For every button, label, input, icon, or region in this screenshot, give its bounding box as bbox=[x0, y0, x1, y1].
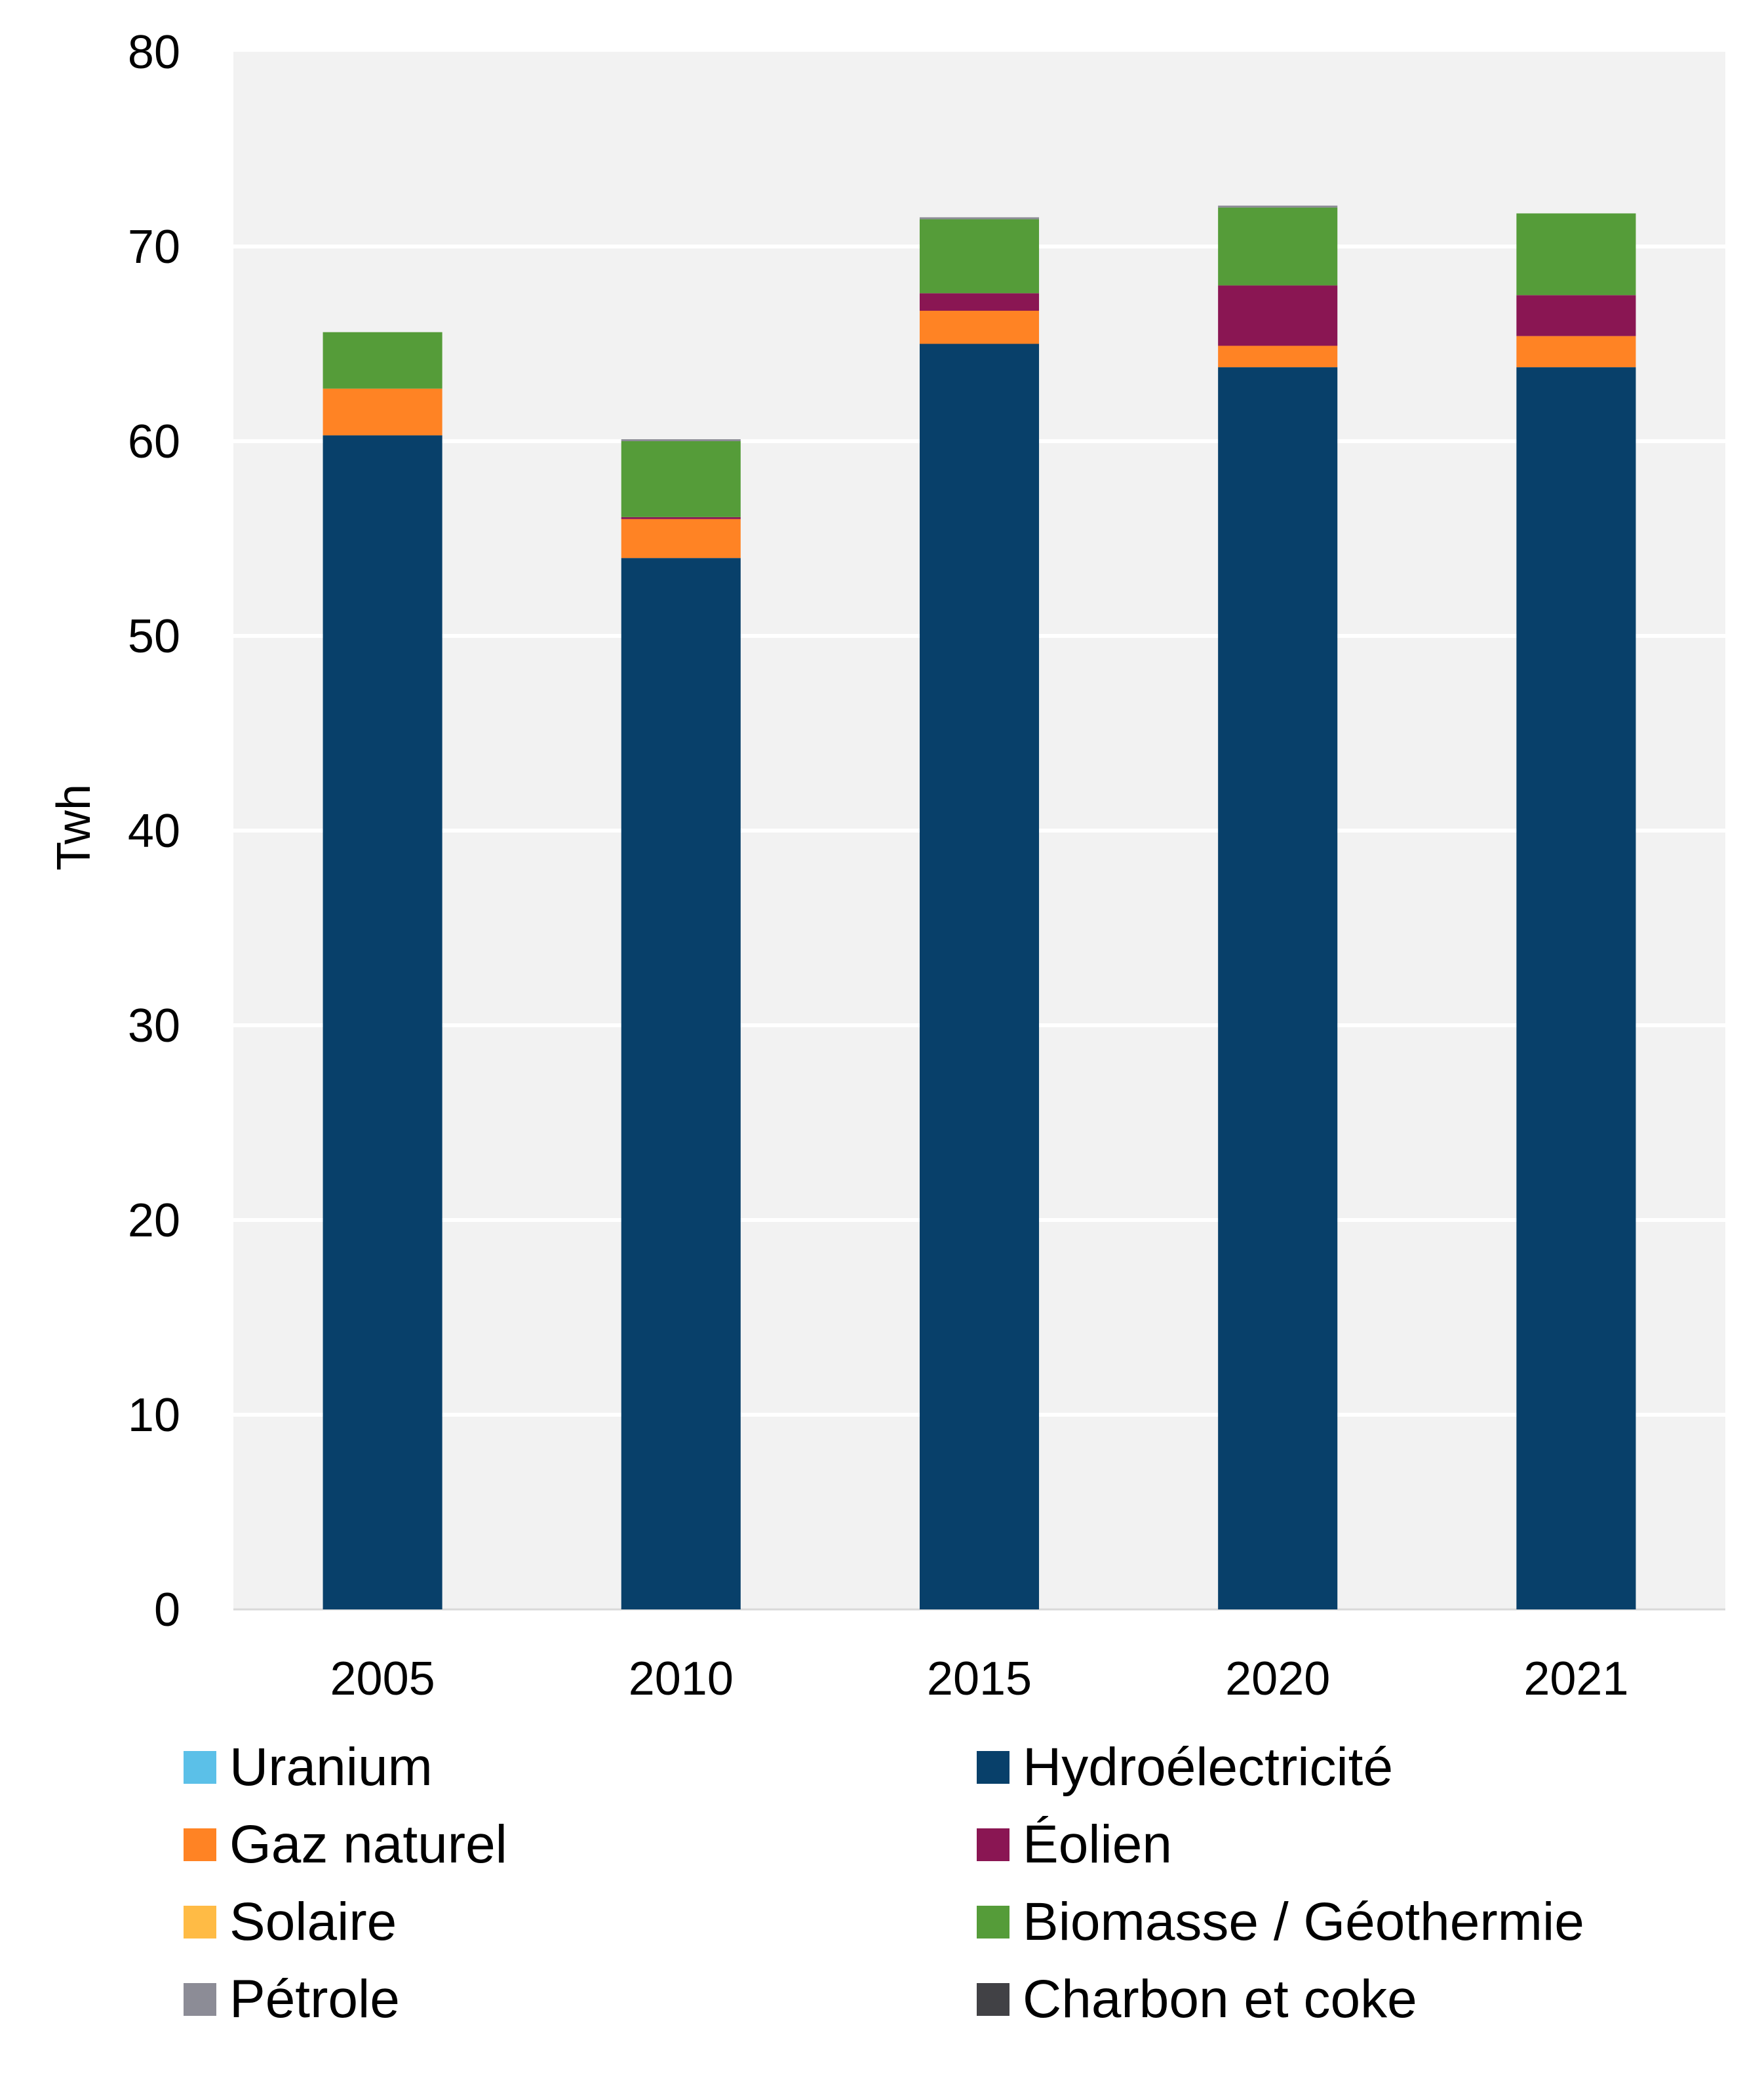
legend-label: Éolien bbox=[1023, 1815, 1172, 1874]
bar-segment bbox=[323, 332, 442, 389]
y-axis-ticks: 0 10 20 30 40 50 60 70 80 bbox=[128, 26, 180, 1636]
y-tick-label: 50 bbox=[128, 610, 180, 663]
bar-segment bbox=[1218, 285, 1338, 346]
x-tick-label: 2010 bbox=[629, 1653, 734, 1705]
legend-label: Solaire bbox=[229, 1892, 397, 1952]
legend-swatch bbox=[184, 1983, 216, 2016]
bar-segment bbox=[323, 435, 442, 1609]
bar-segment bbox=[621, 558, 741, 1610]
bar-segment bbox=[1218, 345, 1338, 368]
bar-segment bbox=[621, 441, 741, 517]
legend-item: Uranium bbox=[184, 1737, 977, 1798]
bar-segment bbox=[919, 344, 1040, 1609]
x-tick-label: 2021 bbox=[1523, 1653, 1628, 1705]
bar-segment bbox=[621, 519, 741, 559]
bars bbox=[323, 205, 1636, 1610]
bar-segment bbox=[919, 293, 1040, 311]
legend-item: Biomasse / Géothermie bbox=[977, 1892, 1691, 1952]
y-tick-label: 80 bbox=[128, 26, 180, 79]
legend-item: Pétrole bbox=[184, 1969, 977, 2030]
legend-swatch bbox=[977, 1983, 1009, 2016]
bar-segment bbox=[1218, 367, 1338, 1609]
y-tick-label: 10 bbox=[128, 1389, 180, 1442]
legend-item: Charbon et coke bbox=[977, 1969, 1691, 2030]
bar-segment bbox=[621, 439, 741, 441]
bar-segment bbox=[1218, 207, 1338, 286]
y-tick-label: 20 bbox=[128, 1194, 180, 1247]
y-tick-label: 30 bbox=[128, 1000, 180, 1052]
legend-swatch bbox=[977, 1828, 1009, 1861]
legend-label: Uranium bbox=[229, 1737, 433, 1797]
bar-segment bbox=[919, 217, 1040, 220]
bar-segment bbox=[1516, 367, 1636, 1609]
y-tick-label: 70 bbox=[128, 221, 180, 273]
legend-label: Biomasse / Géothermie bbox=[1023, 1892, 1584, 1952]
y-axis-title: Twh bbox=[48, 784, 100, 871]
y-tick-label: 0 bbox=[154, 1584, 180, 1636]
x-tick-label: 2005 bbox=[330, 1653, 435, 1705]
legend-label: Pétrole bbox=[229, 1969, 400, 2029]
bar-segment bbox=[1218, 205, 1338, 208]
bar-segment bbox=[1516, 213, 1636, 296]
legend-swatch bbox=[184, 1828, 216, 1861]
bar-segment bbox=[919, 219, 1040, 294]
bar-segment bbox=[621, 517, 741, 519]
legend-swatch bbox=[184, 1906, 216, 1938]
x-tick-label: 2015 bbox=[927, 1653, 1032, 1705]
legend-swatch bbox=[977, 1906, 1009, 1938]
x-axis-ticks: 2005 2010 2015 2020 2021 bbox=[330, 1653, 1629, 1705]
x-tick-label: 2020 bbox=[1225, 1653, 1330, 1705]
legend-item: Hydroélectricité bbox=[977, 1737, 1691, 1798]
y-tick-label: 60 bbox=[128, 416, 180, 468]
bar-segment bbox=[1516, 336, 1636, 368]
bar-segment bbox=[323, 388, 442, 436]
bar-segment bbox=[1516, 295, 1636, 336]
legend: Uranium Hydroélectricité Gaz naturel Éolien… bbox=[184, 1737, 1691, 2030]
legend-item: Éolien bbox=[977, 1815, 1691, 1875]
bar-segment bbox=[919, 311, 1040, 344]
legend-item: Gaz naturel bbox=[184, 1815, 977, 1875]
legend-swatch bbox=[977, 1751, 1009, 1784]
legend-label: Gaz naturel bbox=[229, 1815, 507, 1874]
legend-label: Charbon et coke bbox=[1023, 1969, 1417, 2029]
legend-item: Solaire bbox=[184, 1892, 977, 1952]
y-tick-label: 40 bbox=[128, 805, 180, 857]
legend-label: Hydroélectricité bbox=[1023, 1737, 1394, 1797]
legend-swatch bbox=[184, 1751, 216, 1784]
